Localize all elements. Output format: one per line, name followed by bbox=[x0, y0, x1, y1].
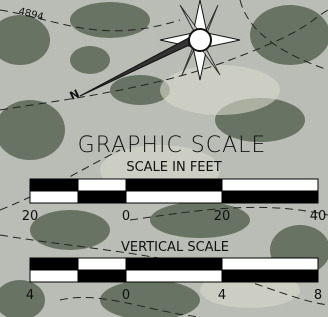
scale-segment bbox=[30, 179, 78, 191]
scale-label: 4 bbox=[218, 288, 226, 303]
scale-segment bbox=[30, 258, 78, 270]
scale-label: 4 bbox=[26, 288, 34, 303]
scale-label: 0 bbox=[122, 209, 130, 224]
scale-segment bbox=[222, 179, 318, 191]
scale-segment bbox=[222, 270, 318, 282]
scale-segment bbox=[30, 191, 78, 203]
scale-segment bbox=[78, 270, 126, 282]
scale-segment bbox=[126, 179, 222, 191]
vertical-scale-title: VERTICAL SCALE bbox=[121, 240, 229, 255]
scale-segment bbox=[222, 191, 318, 203]
scale-segment bbox=[30, 270, 78, 282]
scale-segment bbox=[126, 270, 222, 282]
scale-segment bbox=[78, 179, 126, 191]
scale-segment bbox=[126, 191, 222, 203]
scale-subtitle: SCALE IN FEET bbox=[126, 160, 221, 175]
scale-segment bbox=[126, 258, 222, 270]
scale-segment bbox=[78, 258, 126, 270]
map-scale: 4894 N GRAPHIC SCALE SCALE IN FEET VERTI… bbox=[0, 0, 328, 317]
scale-segment bbox=[222, 258, 318, 270]
scale-label: 20 bbox=[22, 209, 39, 224]
scale-segment bbox=[78, 191, 126, 203]
scale-title: GRAPHIC SCALE bbox=[78, 133, 267, 158]
scale-label: 40 bbox=[310, 209, 327, 224]
scale-label: 20 bbox=[214, 209, 231, 224]
scale-label: 8 bbox=[314, 288, 322, 303]
scale-label: 0 bbox=[122, 288, 130, 303]
